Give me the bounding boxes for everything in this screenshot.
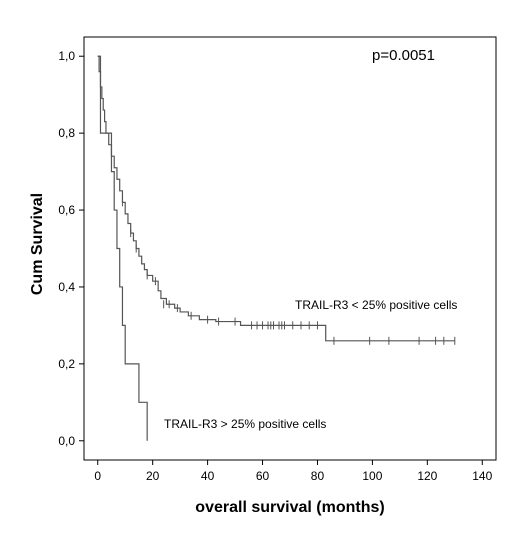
- y-tick-label: 0,4: [58, 280, 75, 294]
- y-tick-label: 0,2: [58, 357, 75, 371]
- x-tick-label: 20: [146, 469, 160, 483]
- y-tick-label: 0,8: [58, 126, 75, 140]
- x-tick-label: 100: [362, 469, 382, 483]
- x-tick-label: 80: [311, 469, 325, 483]
- series-high: [97, 55, 148, 441]
- x-tick-label: 40: [201, 469, 215, 483]
- x-axis-title: overall survival (months): [195, 499, 384, 516]
- y-tick-label: 0,6: [58, 203, 75, 217]
- plot-frame: [83, 36, 497, 461]
- p-value-annotation: p=0.0051: [372, 47, 435, 64]
- series-label-high: TRAIL-R3 > 25% positive cells: [164, 417, 326, 431]
- series-low: [97, 55, 456, 345]
- survival-curves: [97, 55, 456, 441]
- series-label-low: TRAIL-R3 < 25% positive cells: [295, 298, 457, 312]
- x-tick-label: 120: [417, 469, 437, 483]
- y-tick-label: 0,0: [58, 434, 75, 448]
- y-axis: 0,0 0,2 0,4 0,6 0,8 1,0: [58, 49, 84, 448]
- x-tick-label: 0: [94, 469, 101, 483]
- survival-curve: [97, 55, 455, 342]
- x-axis: 0 20 40 60 80 100 120 140: [94, 460, 493, 483]
- y-axis-title: Cum Survival: [29, 193, 46, 295]
- x-tick-label: 140: [472, 469, 492, 483]
- y-tick-label: 1,0: [58, 49, 75, 63]
- x-tick-label: 60: [256, 469, 270, 483]
- survival-curve: [97, 55, 148, 441]
